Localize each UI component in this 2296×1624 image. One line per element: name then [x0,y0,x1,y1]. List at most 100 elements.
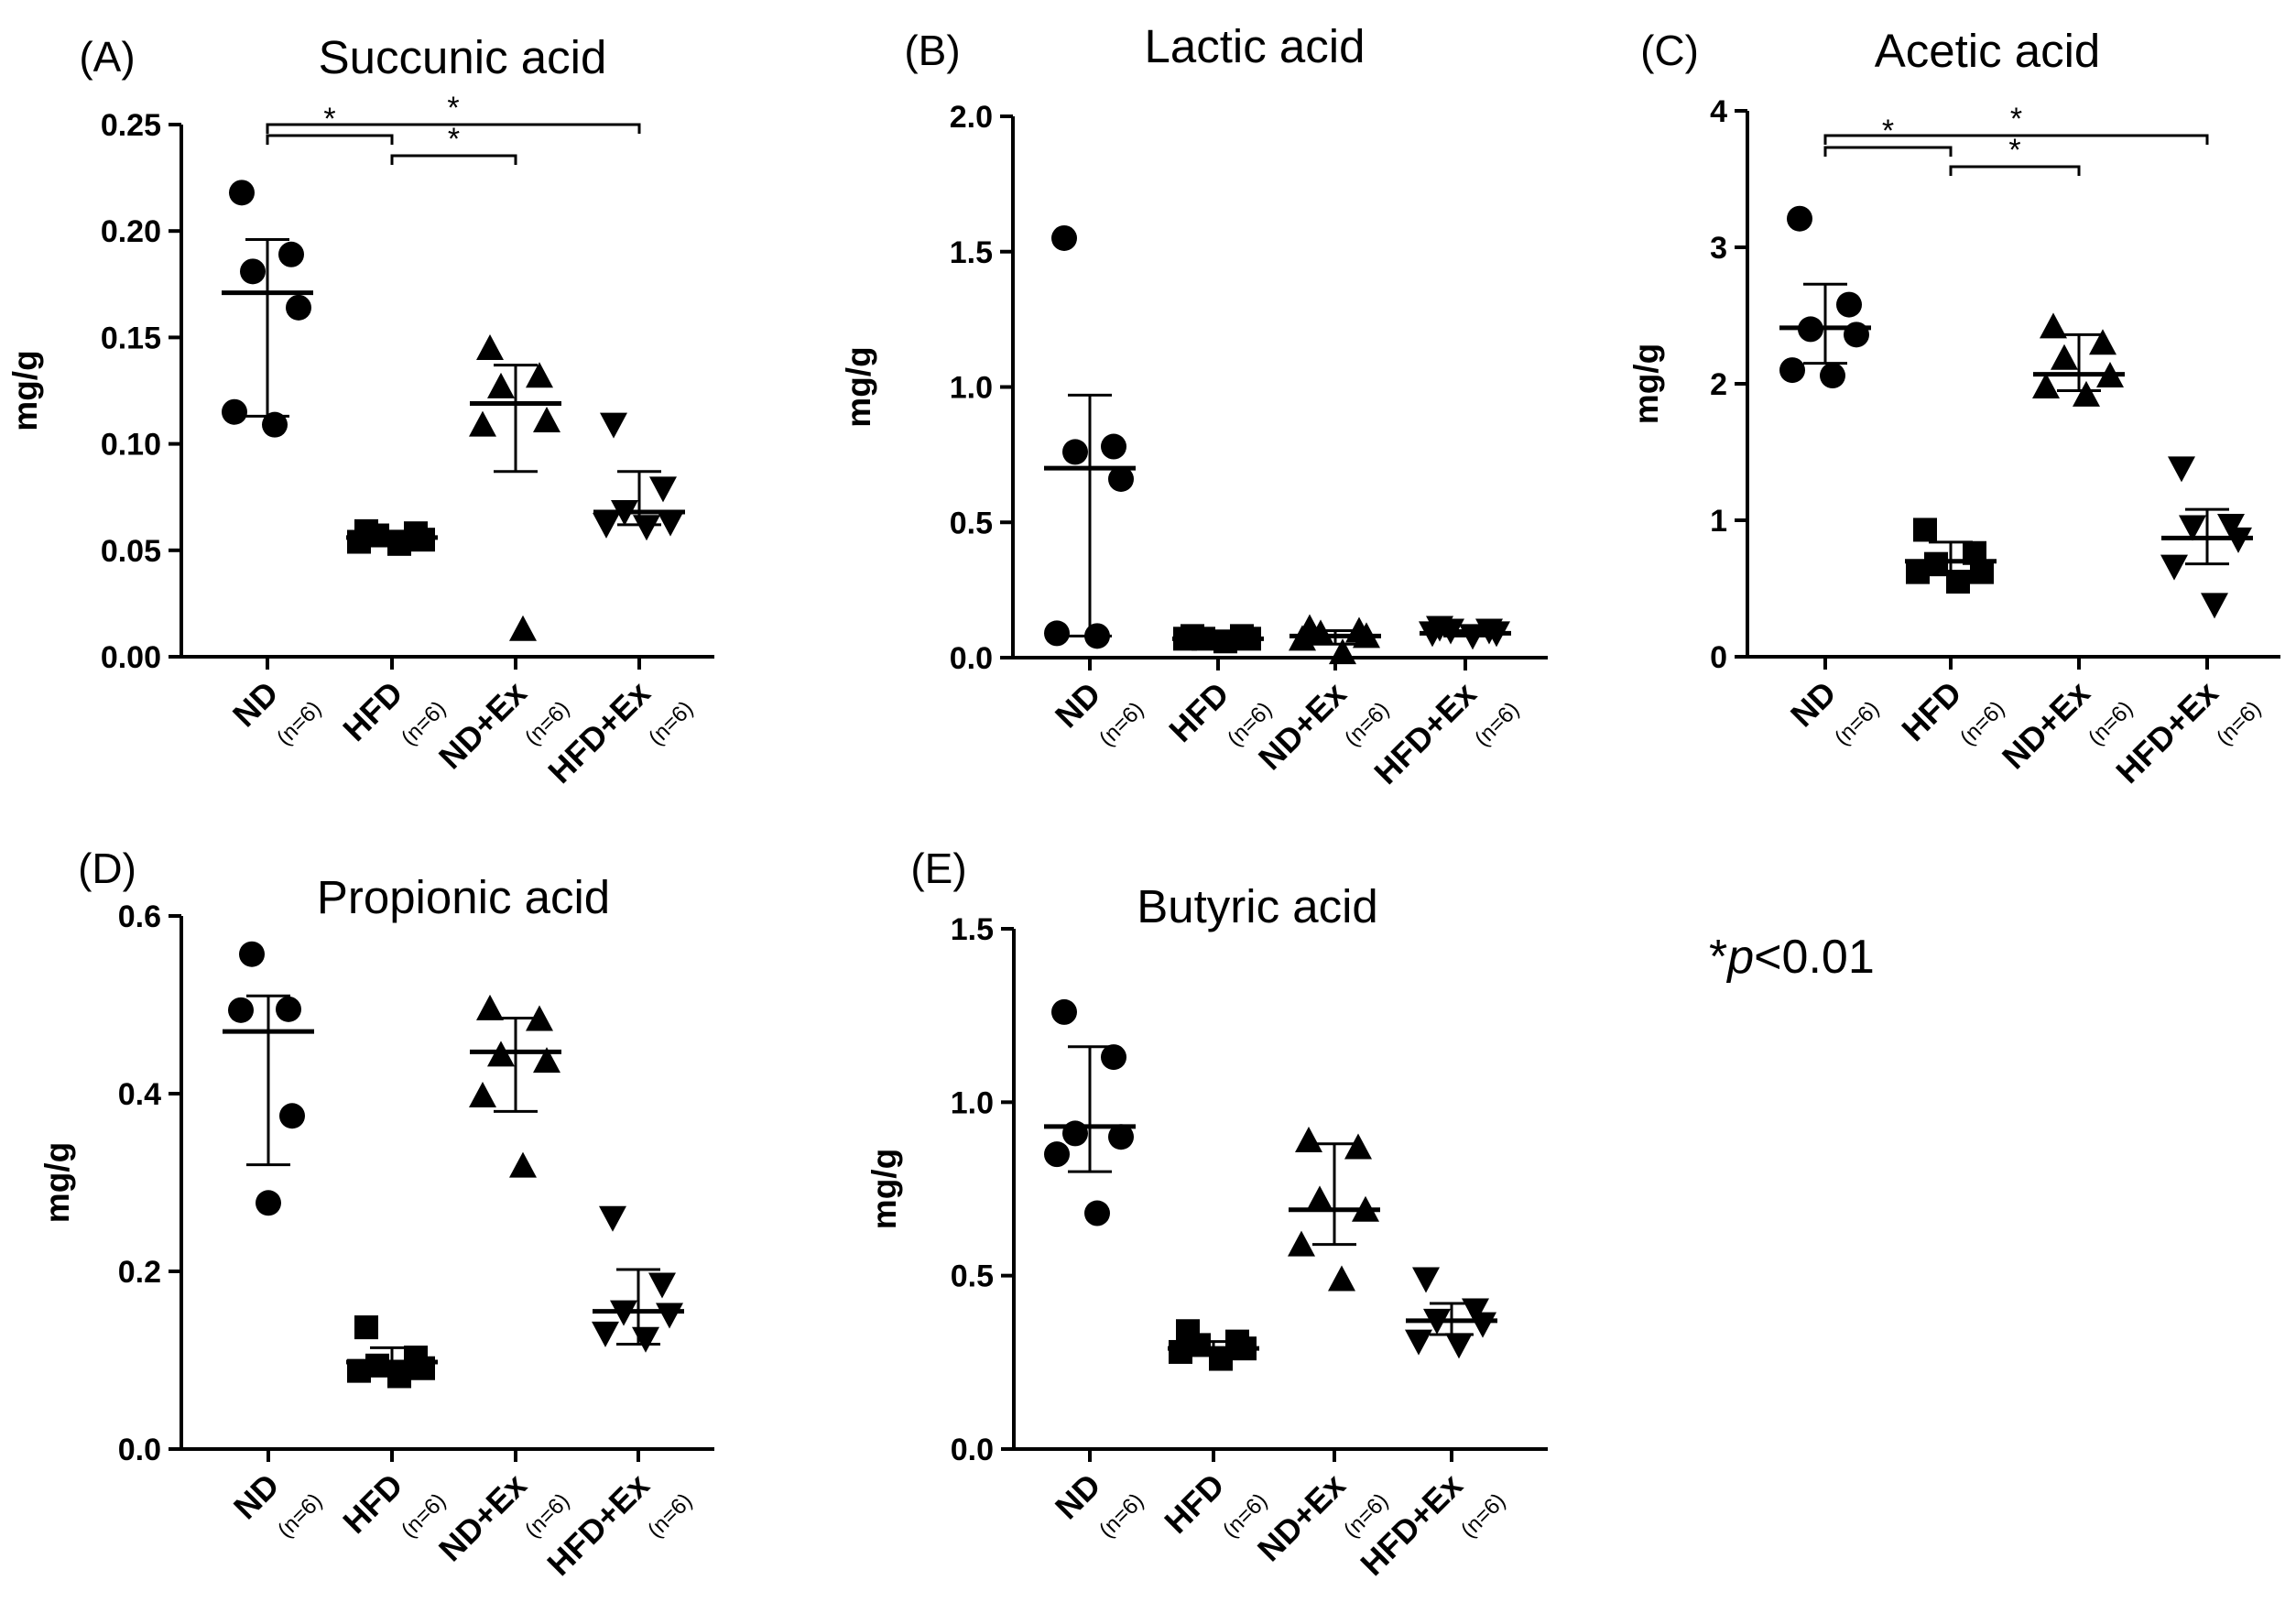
data-point-circle [1084,1200,1110,1226]
data-point-triangle-down [2168,456,2195,483]
x-category-label: ND+Ex [1995,674,2097,777]
data-point-triangle-up [487,372,515,398]
data-point-triangle-up [533,1047,560,1074]
data-point-square [1906,560,1930,584]
panel-label: (C) [1640,27,1699,74]
data-point-triangle-up [509,1151,537,1178]
series-ND [1779,205,1871,389]
data-point-triangle-down [1459,624,1486,650]
significance-star: * [2008,133,2020,168]
y-tick-label: 0.5 [950,506,993,540]
panel-label: (E) [910,845,966,892]
bracket-line [1823,134,2209,145]
data-point-circle [1044,620,1070,647]
data-point-square [1970,560,1994,584]
data-point-triangle-up [1307,619,1334,646]
data-point-triangle-down [593,512,620,539]
x-category-label: HFD [335,674,409,748]
y-tick-label: 2.0 [950,100,993,135]
significance-bracket: * [1949,133,2081,176]
panel-label: (D) [78,845,136,892]
data-point-triangle-up [1288,1230,1315,1257]
data-point-circle [222,398,247,425]
data-point-triangle-down [2160,554,2188,581]
significance-star: * [447,91,459,125]
data-point-triangle-down [2217,513,2245,540]
x-category-label: ND+Ex [1250,1466,1353,1569]
x-category-label: ND [1048,1466,1108,1527]
y-axis-label: mg/g [1627,343,1665,424]
x-category-label: HFD+Ex [539,1466,656,1583]
chart-title: Butyric acid [1137,880,1378,932]
data-point-triangle-up [1344,1133,1372,1160]
data-point-square [1913,518,1937,542]
y-tick-label: 3 [1710,231,1727,266]
chart-title: Acetic acid [1875,25,2101,77]
data-point-circle [1101,1044,1126,1071]
series-ND+Ex [2032,312,2125,407]
series-ND [223,941,314,1216]
data-point-triangle-down [648,1272,676,1299]
data-point-triangle-up [526,362,553,388]
data-point-square [387,1364,411,1389]
data-point-triangle-down [2201,593,2228,619]
series-HFD [1172,624,1264,654]
data-point-triangle-down [1445,1333,1473,1359]
data-point-circle [278,241,304,267]
x-category-label: ND [1783,674,1844,735]
data-point-circle [228,997,254,1023]
data-point-triangle-up [1295,1126,1322,1152]
series-HFD [346,1315,438,1389]
significance-star: * [448,122,460,157]
footnote-suffix: <0.01 [1754,931,1875,984]
series-ND [1044,224,1136,649]
data-point-triangle-down [1462,1298,1489,1324]
x-category-label: HFD+Ex [2108,674,2225,790]
data-point-circle [279,1103,305,1129]
data-point-triangle-up [2032,372,2060,398]
footnote-prefix: * [1709,931,1727,984]
y-tick-label: 0 [1710,640,1727,675]
bracket-line [1949,165,2081,176]
data-point-triangle-down [657,510,684,537]
x-category-label: HFD+Ex [1366,675,1483,791]
series-HFD [1905,518,1997,594]
x-category-label: HFD [335,1466,409,1541]
y-tick-label: 0.4 [118,1077,161,1112]
y-axis-label: mg/g [840,346,877,427]
y-tick-label: 1 [1710,504,1727,539]
data-point-triangle-up [2051,343,2078,370]
series-HFD+Ex [1405,1267,1497,1359]
data-point-triangle-up [2089,329,2116,355]
y-tick-label: 0.0 [950,641,993,676]
series-HFD+Ex [593,412,685,541]
y-tick-label: 0.20 [101,214,161,249]
y-tick-label: 0.05 [101,534,161,569]
bracket-line [1823,146,1953,157]
data-point-circle [1779,357,1805,384]
chart-title: Propionic acid [317,871,610,923]
data-point-triangle-down [656,1302,683,1329]
data-point-circle [256,1190,281,1216]
bracket-line [266,123,641,134]
y-tick-label: 0.0 [118,1433,161,1467]
y-tick-label: 0.6 [118,899,161,934]
x-category-label: HFD [1161,675,1235,749]
data-point-circle [1820,363,1845,389]
data-point-triangle-down [632,1326,659,1353]
y-tick-label: 4 [1710,94,1727,129]
data-point-circle [1084,623,1110,649]
series-HFD+Ex [2160,456,2253,619]
data-point-triangle-down [599,1205,626,1232]
data-point-circle [1108,465,1134,492]
x-category-label: ND [225,674,286,735]
data-point-square [1209,1346,1233,1371]
data-point-triangle-up [469,410,496,437]
data-point-triangle-up [2073,380,2100,407]
chart-title: Succunic acid [319,31,607,83]
x-category-label: HFD+Ex [540,674,657,790]
significance-bracket: * [1823,102,2209,145]
data-point-circle [239,941,265,967]
